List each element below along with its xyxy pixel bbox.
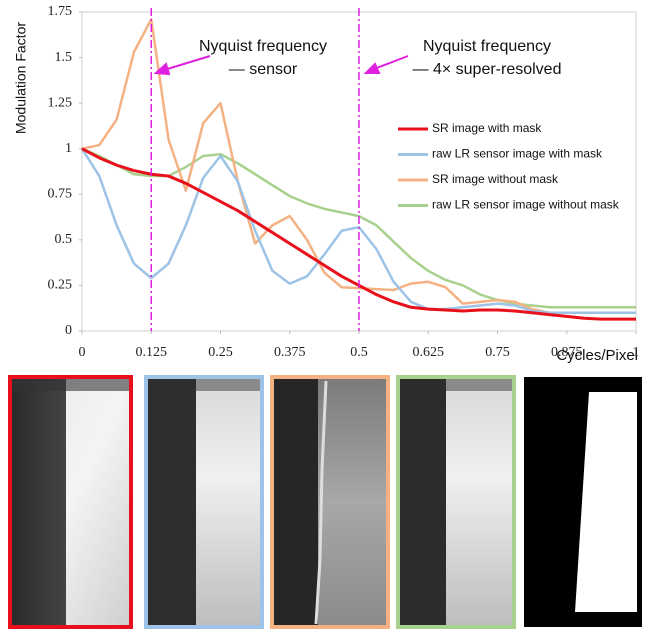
plot: 0 0.25 0.5 0.75 1 1.25 1.5 1.75 0 0.125 0.25 0.375 0… <box>48 4 640 360</box>
image-panel <box>8 375 133 629</box>
annotation: Nyquist frequency <box>199 38 327 55</box>
y-tick-label: 0.5 <box>55 232 73 247</box>
x-tick-label: 0.375 <box>274 345 306 360</box>
y-tick-label: 1.5 <box>55 50 73 65</box>
x-tick-label: 0.75 <box>485 345 510 360</box>
legend-label: raw LR sensor image with mask <box>432 147 603 161</box>
legend-label: SR image without mask <box>432 172 559 186</box>
legend-label: raw LR sensor image without mask <box>432 198 620 212</box>
image-panel <box>396 375 516 629</box>
x-tick-label: 0.125 <box>136 345 168 360</box>
annotation-arrows <box>153 55 409 76</box>
image-panel <box>524 377 642 627</box>
y-tick-label: 0 <box>65 323 72 338</box>
annotation: Nyquist frequency <box>423 38 551 55</box>
annotation: — 4× super-resolved <box>413 61 562 78</box>
x-tick-label: 0 <box>79 345 86 360</box>
image-panel <box>144 375 264 629</box>
x-tick-label: 1 <box>633 345 640 360</box>
y-axis-label: Modulation Factor <box>13 22 29 134</box>
x-axis-label: Cycles/Pixel <box>556 347 638 364</box>
y-tick-label: 1 <box>65 141 72 156</box>
image-panel <box>270 375 390 629</box>
x-tick-label: 0.625 <box>413 345 445 360</box>
y-tick-label: 0.75 <box>48 187 73 202</box>
x-tick-label: 0.5 <box>350 345 368 360</box>
y-tick-label: 0.25 <box>48 278 73 293</box>
x-tick-label: 0.875 <box>551 345 583 360</box>
annotation: — sensor <box>229 61 298 78</box>
y-tick-label: 1.25 <box>48 95 73 110</box>
legend-label: SR image with mask <box>432 121 542 135</box>
y-tick-label: 1.75 <box>48 4 73 19</box>
x-tick-label: 0.25 <box>208 345 233 360</box>
